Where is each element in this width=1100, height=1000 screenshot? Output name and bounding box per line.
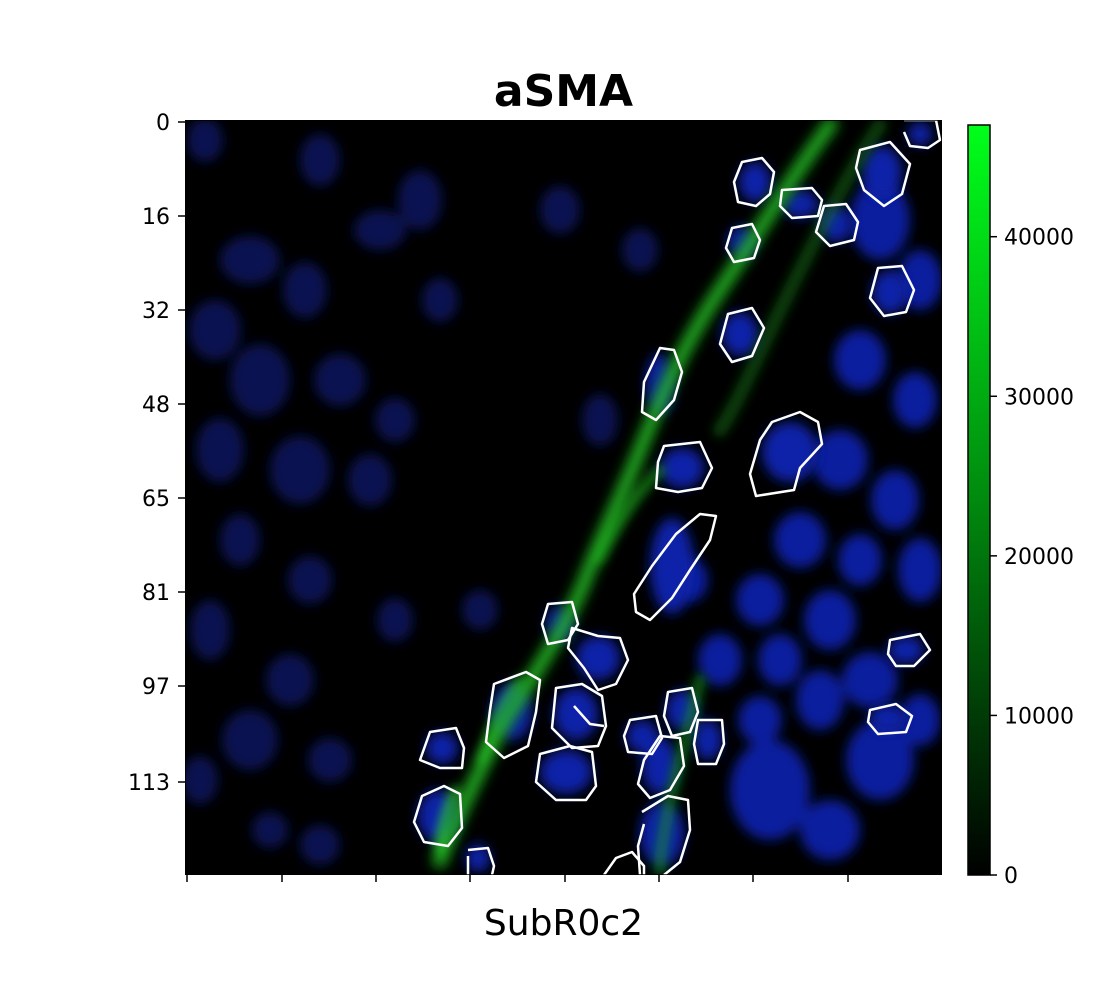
y-tick-label-6: 97 [142, 675, 170, 700]
y-tick-label-4: 65 [142, 487, 170, 512]
colorbar-tick-label: 30000 [1004, 385, 1074, 410]
microscopy-image [185, 120, 942, 875]
colorbar-gradient [967, 124, 991, 876]
y-tick-label-5: 81 [142, 581, 170, 606]
cell-outlines [412, 120, 942, 875]
colorbar-tick-label: 10000 [1004, 704, 1074, 729]
colorbar-tick-label: 20000 [1004, 545, 1074, 570]
x-axis [186, 875, 849, 882]
x-axis-label: SubR0c2 [483, 903, 644, 944]
nuclei-foreground [672, 180, 942, 860]
y-axis: 0 16 32 48 65 81 97 113 [128, 111, 185, 796]
colorbar-tick-label: 40000 [1004, 226, 1074, 251]
y-tick-label-7: 113 [128, 771, 170, 796]
colorbar-tick-label: 0 [1004, 864, 1018, 889]
nuclei-background [185, 120, 658, 865]
y-tick-label-2: 32 [142, 299, 170, 324]
asma-signal [429, 120, 887, 875]
plot-title: aSMA [493, 66, 634, 117]
y-tick-label-3: 48 [142, 393, 170, 418]
y-tick-label-0: 0 [156, 111, 170, 136]
y-tick-label-1: 16 [142, 205, 170, 230]
colorbar: 0 10000 20000 30000 40000 [967, 124, 1074, 889]
colorbar-ticks: 0 10000 20000 30000 40000 [990, 226, 1074, 889]
